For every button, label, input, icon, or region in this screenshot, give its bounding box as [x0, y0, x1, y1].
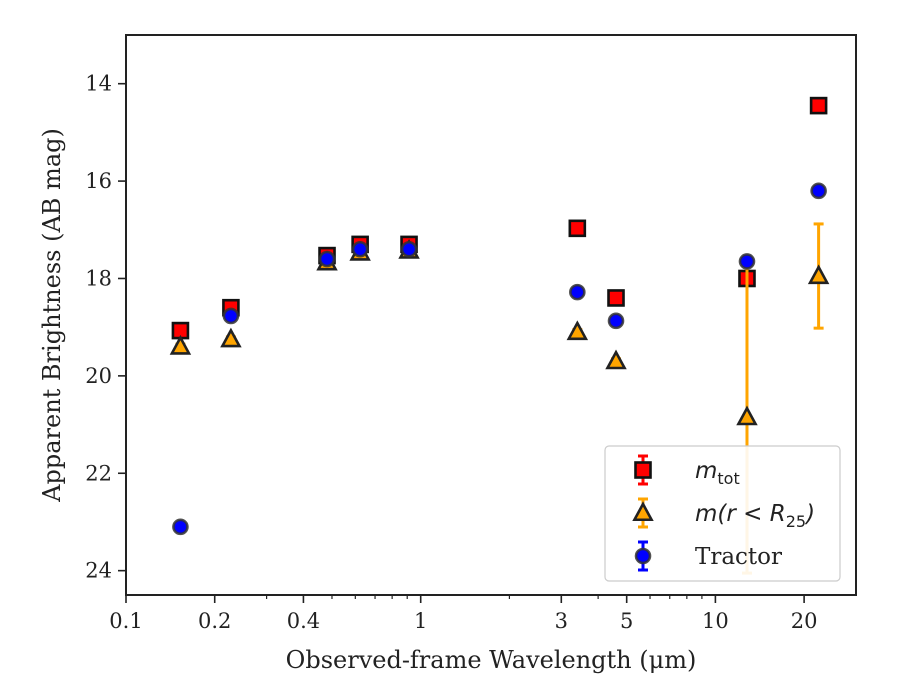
y-axis-ticks: 14 16 18 20 22 24	[85, 72, 126, 583]
legend: mtot m(r < R25) Tractor	[604, 445, 841, 582]
x-tick-label: 10	[702, 609, 729, 633]
legend-marker-r25	[632, 501, 654, 522]
series-tot	[171, 96, 828, 340]
point-r25	[807, 264, 830, 285]
point-tractor	[569, 283, 586, 301]
point-tractor	[172, 518, 189, 536]
point-r25	[566, 320, 589, 341]
x-tick-label: 20	[791, 609, 818, 633]
series-tractor	[172, 182, 827, 536]
point-r25	[220, 327, 242, 348]
legend-marker-tractor	[634, 547, 652, 565]
point-tractor	[318, 250, 336, 268]
x-tick-label: 0.1	[109, 609, 142, 633]
x-tick-label: 1	[414, 609, 427, 633]
y-tick-label: 22	[85, 461, 112, 485]
point-r25	[169, 334, 192, 355]
point-tractor	[351, 240, 369, 258]
point-r25	[736, 405, 758, 426]
y-tick-label: 20	[85, 364, 112, 388]
legend-box	[604, 445, 841, 582]
x-tick-label: 0.4	[287, 609, 320, 633]
point-tractor	[222, 307, 240, 325]
y-tick-label: 24	[85, 559, 112, 583]
legend-label-r25: m(r < R25)	[695, 501, 815, 531]
y-tick-label: 18	[85, 266, 112, 290]
plot-frame	[125, 34, 857, 596]
legend-label-tot: mtot	[695, 458, 740, 488]
x-tick-label: 5	[620, 609, 633, 633]
y-axis-label: Apparent Brightness (AB mag)	[38, 128, 66, 503]
point-tractor	[738, 253, 756, 270]
point-r25	[605, 349, 627, 370]
point-tot	[568, 219, 587, 238]
point-tractor	[607, 312, 625, 330]
x-tick-label: 3	[555, 609, 568, 633]
point-tot	[607, 289, 625, 307]
legend-label-tractor: Tractor	[695, 544, 782, 570]
x-axis-label: Observed-frame Wavelength (μm)	[286, 646, 697, 674]
legend-entry-r25: m(r < R25)	[632, 497, 815, 531]
point-tractor	[400, 240, 418, 258]
legend-entry-tot: mtot	[634, 454, 740, 488]
x-tick-label: 0.2	[198, 609, 231, 633]
y-tick-label: 16	[85, 169, 112, 193]
y-tick-label: 14	[85, 72, 112, 96]
legend-marker-tot	[634, 461, 652, 479]
point-tractor	[810, 182, 827, 200]
data-marks	[169, 96, 830, 575]
legend-entry-tractor: Tractor	[634, 540, 782, 572]
point-tot	[809, 96, 828, 115]
x-axis-ticks: 0.1 0.2 0.4 1 3 5 10 20	[109, 595, 817, 633]
